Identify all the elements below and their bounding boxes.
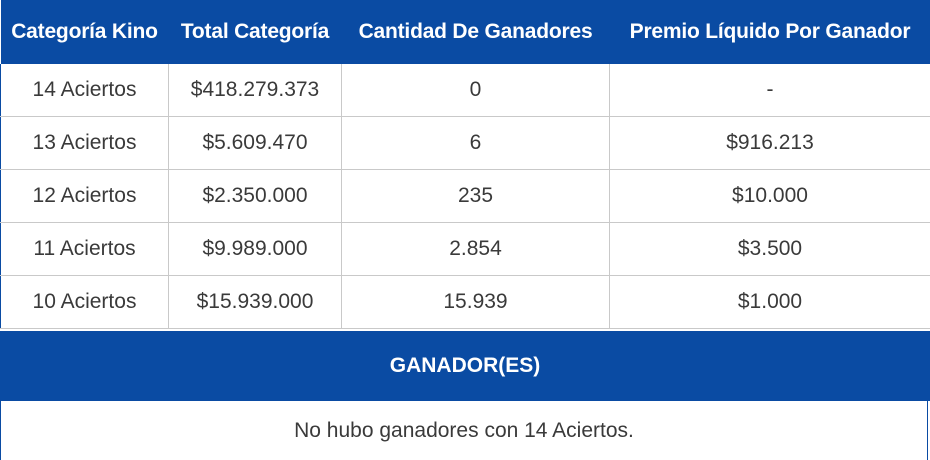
cell-total: $2.350.000 xyxy=(168,169,342,223)
cell-premio: $1.000 xyxy=(609,275,930,329)
cell-categoria: 13 Aciertos xyxy=(0,116,169,170)
winners-message: No hubo ganadores con 14 Aciertos. xyxy=(0,401,928,460)
cell-categoria: 14 Aciertos xyxy=(0,64,169,117)
cell-categoria: 12 Aciertos xyxy=(0,169,169,223)
cell-total: $418.279.373 xyxy=(168,64,342,117)
column-header-cantidad: Cantidad De Ganadores xyxy=(341,0,610,64)
cell-cantidad: 2.854 xyxy=(341,222,610,276)
cell-cantidad: 6 xyxy=(341,116,610,170)
cell-total: $5.609.470 xyxy=(168,116,342,170)
table-row: 13 Aciertos $5.609.470 6 $916.213 xyxy=(0,116,930,170)
column-header-categoria: Categoría Kino xyxy=(0,0,169,64)
table-row: 10 Aciertos $15.939.000 15.939 $1.000 xyxy=(0,275,930,329)
table-row: 11 Aciertos $9.989.000 2.854 $3.500 xyxy=(0,222,930,276)
column-header-premio: Premio Líquido Por Ganador xyxy=(609,0,930,64)
table-row: 14 Aciertos $418.279.373 0 - xyxy=(0,64,930,117)
table-row: 12 Aciertos $2.350.000 235 $10.000 xyxy=(0,169,930,223)
cell-cantidad: 15.939 xyxy=(341,275,610,329)
cell-total: $9.989.000 xyxy=(168,222,342,276)
prize-table: Categoría Kino Total Categoría Cantidad … xyxy=(0,0,930,329)
winners-header: GANADOR(ES) xyxy=(0,331,930,401)
cell-premio: - xyxy=(609,64,930,117)
cell-cantidad: 0 xyxy=(341,64,610,117)
cell-total: $15.939.000 xyxy=(168,275,342,329)
cell-cantidad: 235 xyxy=(341,169,610,223)
cell-premio: $916.213 xyxy=(609,116,930,170)
column-header-total: Total Categoría xyxy=(168,0,342,64)
cell-premio: $10.000 xyxy=(609,169,930,223)
table-header-row: Categoría Kino Total Categoría Cantidad … xyxy=(0,0,930,64)
cell-categoria: 11 Aciertos xyxy=(0,222,169,276)
cell-premio: $3.500 xyxy=(609,222,930,276)
cell-categoria: 10 Aciertos xyxy=(0,275,169,329)
